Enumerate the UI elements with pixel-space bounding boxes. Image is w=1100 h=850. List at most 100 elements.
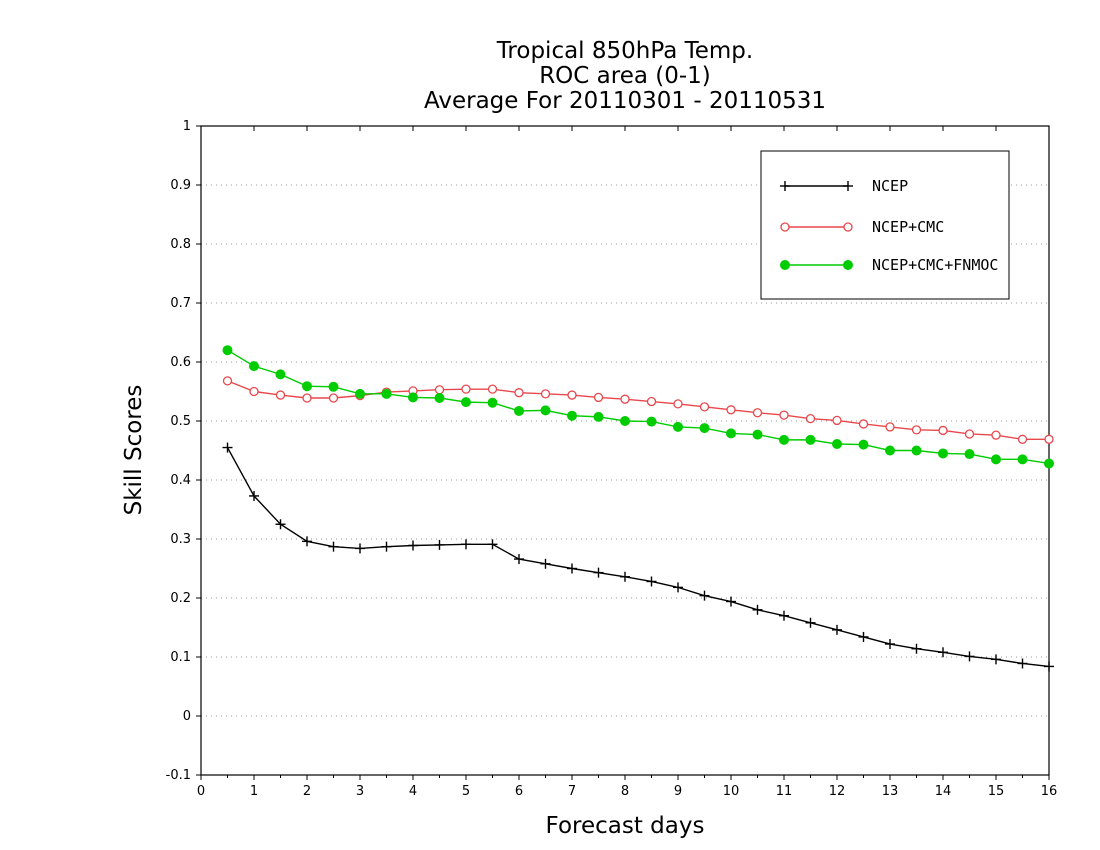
x-tick-label: 13	[882, 784, 899, 799]
data-point	[752, 408, 763, 418]
chart-title-line-1: Tropical 850hPa Temp.	[496, 38, 753, 64]
data-point	[302, 393, 312, 403]
y-tick-label: -0.1	[166, 768, 191, 783]
data-point	[699, 423, 710, 434]
series-line	[226, 447, 1050, 668]
x-axis-title: Forecast days	[546, 813, 705, 839]
data-point	[328, 381, 339, 392]
y-tick-label: 0.1	[170, 650, 191, 665]
chart-title-line-2: ROC area (0-1)	[539, 63, 711, 89]
data-point	[805, 434, 816, 445]
data-point	[408, 540, 418, 551]
data-point	[991, 654, 1001, 665]
data-point	[938, 448, 948, 459]
legend-label: NCEP+CMC+FNMOC	[872, 256, 998, 274]
x-tick-label: 16	[1041, 784, 1058, 799]
data-point	[461, 397, 471, 408]
data-point	[938, 425, 948, 436]
legend-marker	[843, 260, 853, 270]
data-point	[514, 554, 524, 565]
data-point	[567, 390, 577, 400]
data-point	[779, 610, 789, 621]
data-point	[593, 411, 604, 422]
data-point	[1017, 434, 1028, 444]
data-point	[911, 643, 922, 654]
y-tick-label: 0.3	[170, 532, 191, 547]
data-point	[911, 425, 922, 435]
data-point	[540, 405, 551, 416]
data-point	[355, 543, 365, 554]
legend-marker	[780, 260, 790, 270]
data-point	[1044, 458, 1054, 469]
data-point	[620, 394, 630, 404]
data-point	[991, 454, 1001, 465]
legend-marker	[780, 181, 790, 191]
data-point	[832, 624, 842, 635]
data-point	[1017, 658, 1028, 669]
data-point	[514, 388, 524, 398]
series-line	[227, 380, 1049, 440]
data-point	[699, 590, 710, 601]
data-point	[1044, 661, 1054, 672]
data-point	[408, 392, 418, 403]
x-tick-label: 8	[621, 784, 629, 799]
x-tick-label: 2	[303, 784, 311, 799]
data-point	[222, 442, 233, 453]
y-tick-label: 0.6	[170, 355, 191, 370]
chart-title: Tropical 850hPa Temp. ROC area (0-1) Ave…	[424, 38, 826, 114]
data-point	[673, 399, 683, 409]
data-point	[434, 385, 445, 395]
data-point	[673, 421, 683, 432]
legend-box	[760, 150, 1010, 300]
data-point	[779, 434, 789, 445]
y-tick-label: 0.2	[170, 591, 191, 606]
legend-marker	[780, 222, 790, 232]
data-point	[434, 539, 445, 550]
data-series	[222, 345, 1054, 672]
data-point	[805, 617, 816, 628]
data-point	[381, 388, 392, 399]
data-point	[249, 386, 259, 397]
data-point	[567, 410, 577, 421]
y-tick-label: 0.4	[170, 473, 191, 488]
data-point	[1044, 434, 1054, 444]
x-tick-label: 4	[409, 784, 417, 799]
data-point	[885, 639, 895, 650]
data-point	[593, 567, 604, 578]
data-point	[355, 388, 365, 399]
data-point	[646, 396, 657, 407]
data-point	[726, 428, 736, 439]
data-point	[752, 429, 763, 440]
data-point	[434, 392, 445, 403]
data-point	[1017, 454, 1028, 465]
axes: -0.100.10.20.30.40.50.60.70.80.910 1 2 3 4 5 6…	[166, 119, 1058, 799]
data-point	[487, 384, 498, 394]
y-tick-label: 0.9	[170, 178, 191, 193]
data-point	[620, 571, 630, 582]
data-point	[249, 490, 259, 501]
y-axis-title: Skill Scores	[121, 385, 147, 516]
data-point	[779, 410, 789, 420]
series-ncep-cmc-fnmoc	[222, 345, 1054, 469]
data-point	[249, 361, 259, 372]
data-point	[540, 558, 551, 569]
x-tick-label: 5	[462, 784, 470, 799]
data-point	[858, 439, 869, 450]
y-tick-label: 0.7	[170, 296, 191, 311]
data-point	[222, 376, 233, 386]
legend-label: NCEP+CMC	[872, 218, 944, 236]
series-ncep-cmc	[222, 376, 1054, 444]
data-point	[567, 563, 577, 574]
x-tick-label: 0	[197, 784, 205, 799]
data-point	[832, 415, 842, 426]
data-point	[328, 393, 339, 403]
data-point	[461, 384, 471, 394]
data-point	[381, 541, 392, 552]
x-tick-label: 6	[515, 784, 523, 799]
data-point	[885, 422, 895, 432]
chart-title-line-3: Average For 20110301 - 20110531	[424, 88, 826, 114]
data-point	[964, 429, 975, 439]
data-point	[699, 402, 710, 412]
data-point	[885, 445, 895, 456]
